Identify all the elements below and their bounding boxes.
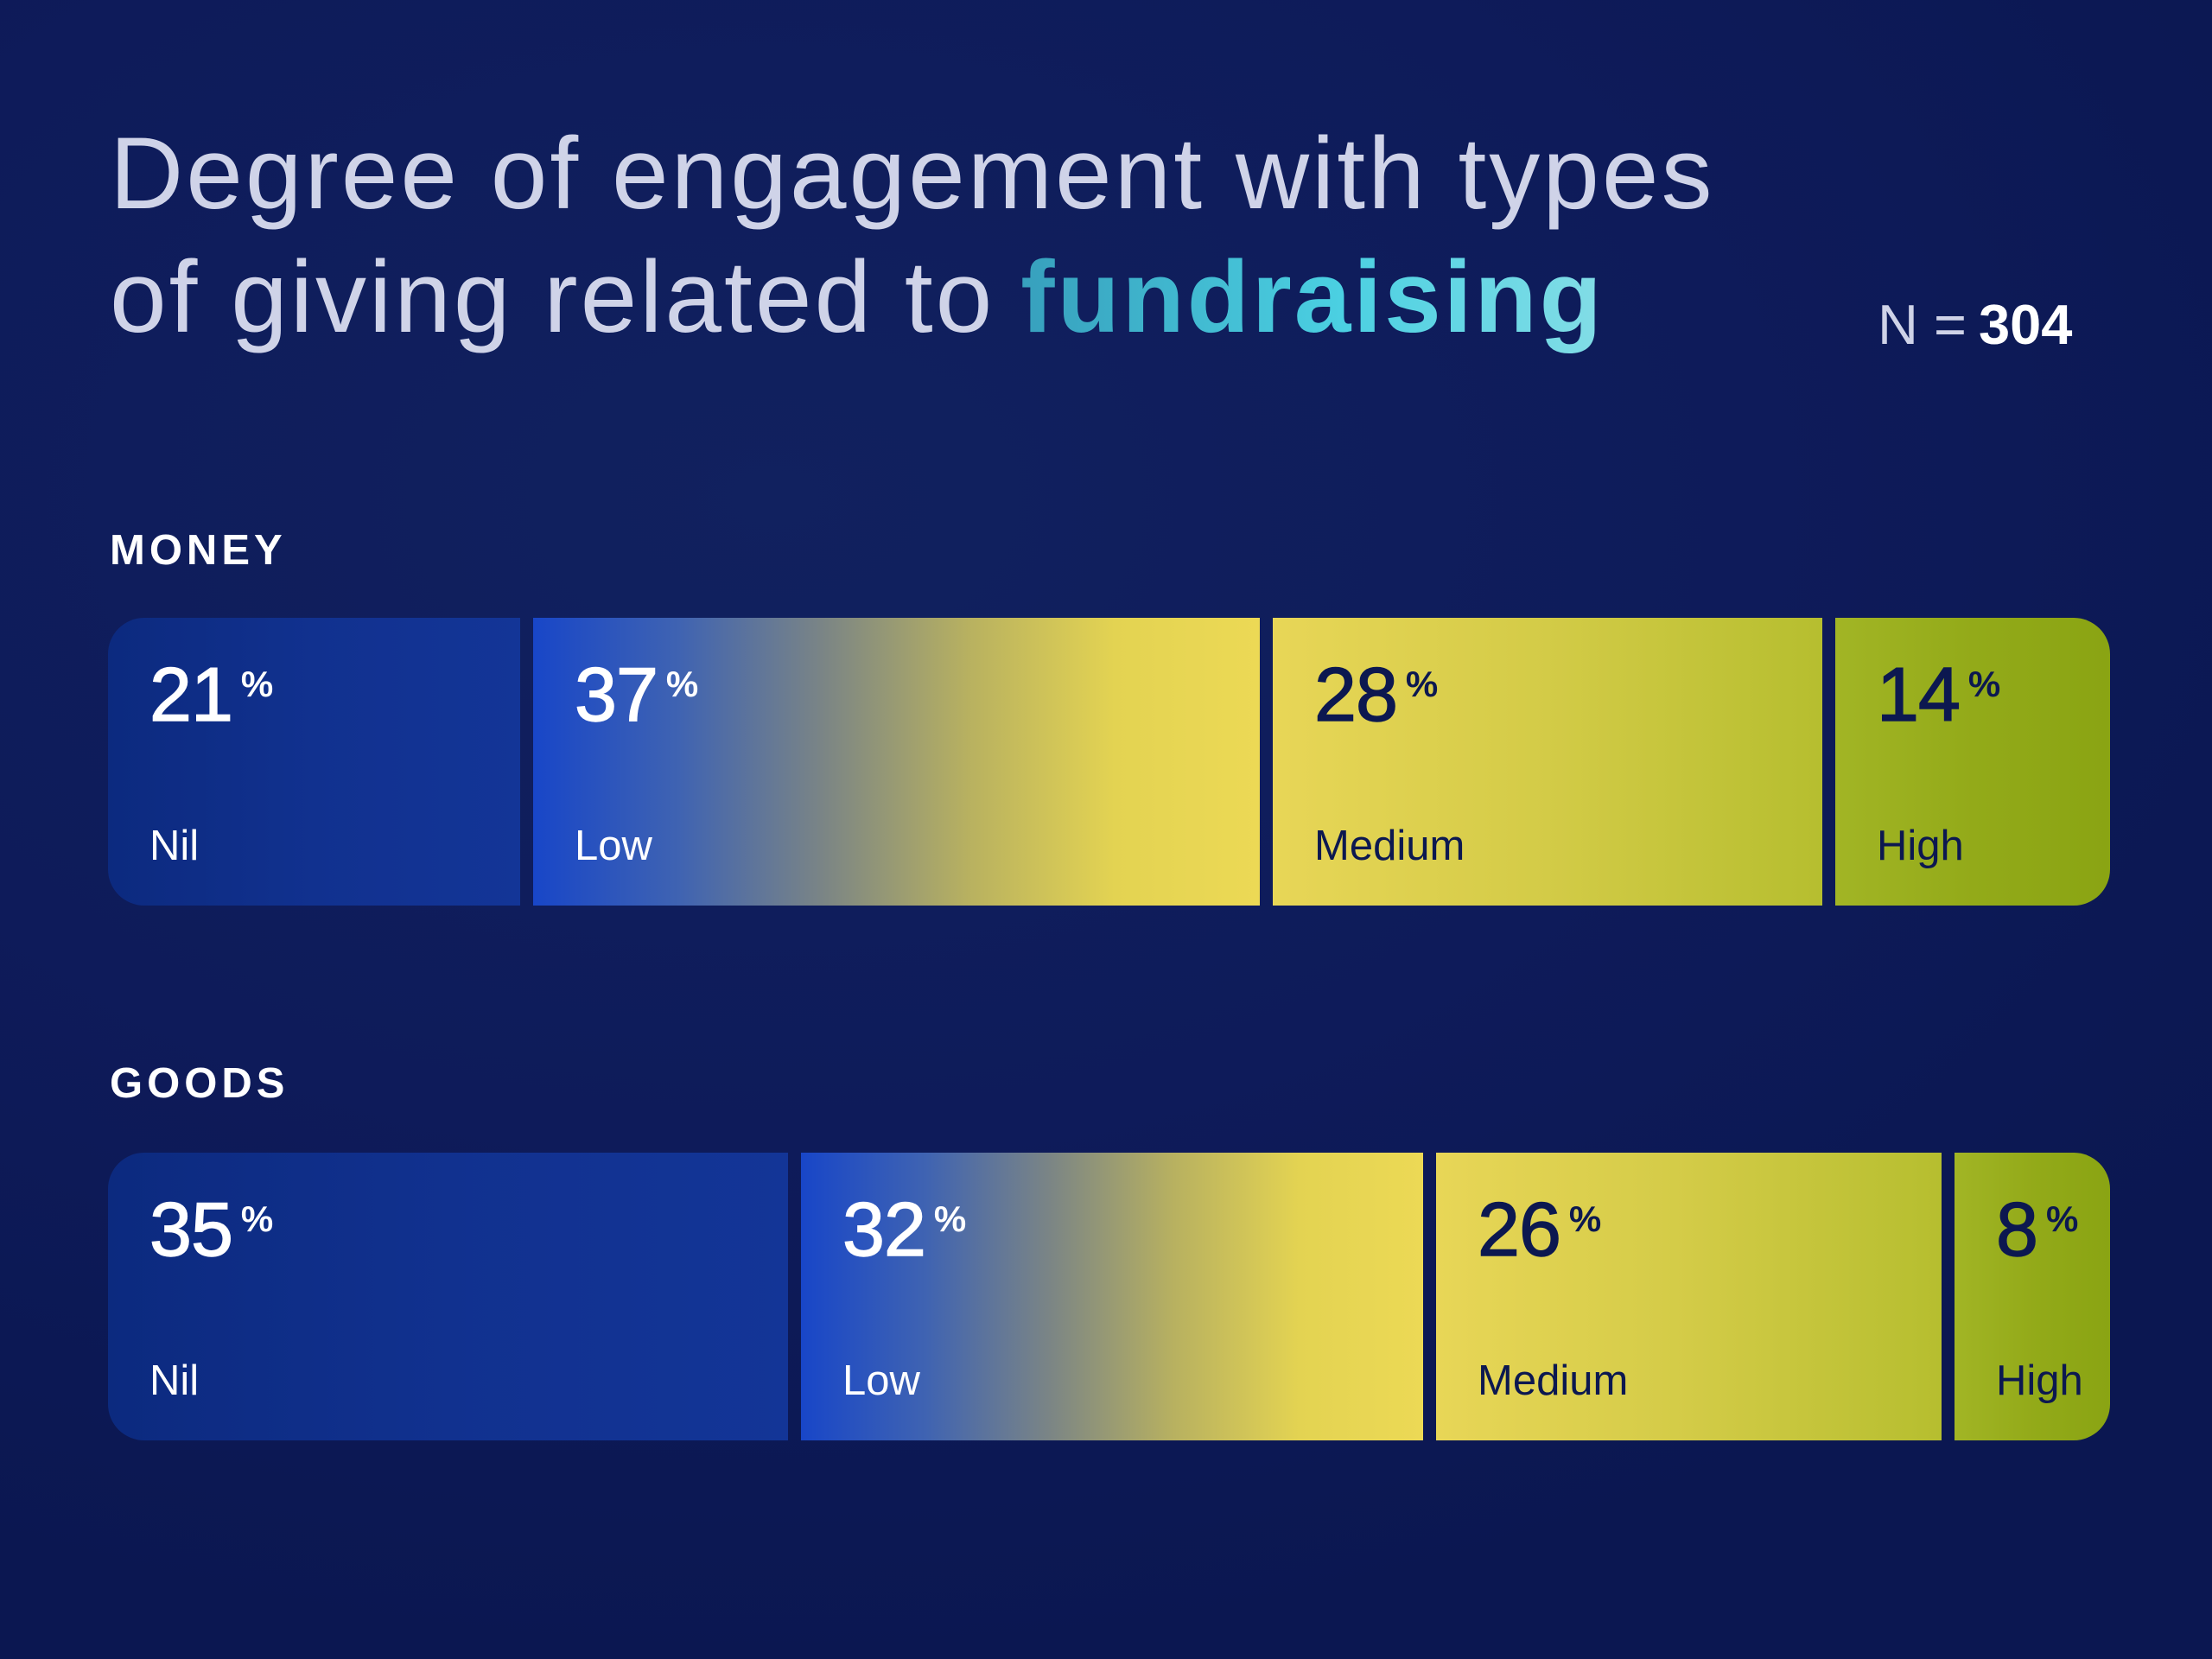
- segment-value-number: 8: [1995, 1186, 2038, 1272]
- percent-sign: %: [240, 664, 274, 704]
- segment-value: 32%: [842, 1186, 967, 1272]
- segment-value-number: 28: [1313, 652, 1398, 737]
- bar-segment-high: 8% High: [1955, 1153, 2110, 1440]
- segment-value: 35%: [149, 1186, 274, 1272]
- segment-value: 28%: [1313, 652, 1439, 737]
- bar-segment-nil: 21% Nil: [108, 618, 520, 906]
- segment-label: Low: [575, 823, 652, 869]
- segment-value-number: 32: [842, 1186, 926, 1272]
- segment-label: Medium: [1314, 823, 1465, 869]
- segment-value-number: 14: [1876, 652, 1961, 737]
- title-line-1: Degree of engagement with types: [110, 117, 1715, 231]
- bar-segment-low: 37% Low: [533, 618, 1260, 906]
- stacked-bar-goods: 35% Nil 32% Low 26% Medium 8% High: [108, 1153, 2110, 1440]
- bar-segment-high: 14% High: [1835, 618, 2110, 906]
- sample-size-value: 304: [1978, 293, 2073, 356]
- title-highlight: fundraising: [1020, 240, 1605, 354]
- segment-label: Nil: [149, 823, 200, 869]
- segment-value: 8%: [1995, 1186, 2079, 1272]
- segment-label: Nil: [149, 1357, 200, 1404]
- sample-size-label: N =: [1878, 293, 1967, 356]
- segment-label: Medium: [1478, 1357, 1629, 1404]
- percent-sign: %: [1967, 664, 2001, 704]
- segment-label: High: [1996, 1357, 2083, 1404]
- percent-sign: %: [665, 664, 699, 704]
- percent-sign: %: [1405, 664, 1439, 704]
- segment-value: 26%: [1477, 1186, 1602, 1272]
- sample-size: N = 304: [1878, 296, 2072, 353]
- row-label-money: MONEY: [110, 527, 287, 574]
- segment-value: 21%: [149, 652, 274, 737]
- bar-segment-low: 32% Low: [801, 1153, 1423, 1440]
- segment-value-number: 21: [149, 652, 233, 737]
- percent-sign: %: [2045, 1198, 2079, 1239]
- percent-sign: %: [1568, 1198, 1602, 1239]
- title-line-2: of giving related to fundraising: [110, 236, 1715, 359]
- segment-label: Low: [842, 1357, 920, 1404]
- segment-value-number: 35: [149, 1186, 233, 1272]
- segment-value-number: 37: [574, 652, 658, 737]
- segment-label: High: [1877, 823, 1964, 869]
- bar-segment-medium: 26% Medium: [1436, 1153, 1942, 1440]
- percent-sign: %: [933, 1198, 967, 1239]
- bar-segment-medium: 28% Medium: [1273, 618, 1822, 906]
- title-line-2-text: of giving related to: [110, 240, 995, 354]
- percent-sign: %: [240, 1198, 274, 1239]
- chart-title: Degree of engagement with types of givin…: [110, 112, 1715, 359]
- bar-segment-nil: 35% Nil: [108, 1153, 788, 1440]
- stacked-bar-money: 21% Nil 37% Low 28% Medium 14% High: [108, 618, 2110, 906]
- segment-value: 37%: [574, 652, 699, 737]
- row-label-goods: GOODS: [110, 1060, 289, 1107]
- segment-value-number: 26: [1477, 1186, 1561, 1272]
- segment-value: 14%: [1876, 652, 2001, 737]
